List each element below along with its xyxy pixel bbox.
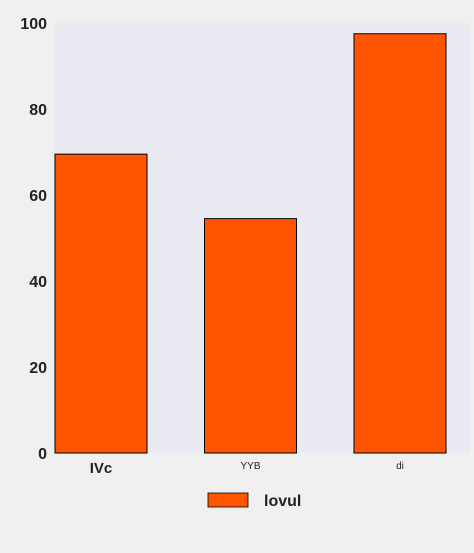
bars: [54, 33, 447, 454]
legend-swatch: [207, 492, 249, 508]
y-tick-label: 100: [20, 16, 47, 33]
y-tick-label: 40: [29, 274, 47, 291]
x-tick-label: YYB: [240, 461, 260, 472]
y-tick-label: 80: [29, 102, 47, 119]
y-axis-ticks: 0 20 40 60 80 100: [20, 16, 47, 463]
legend-label: lovul: [264, 493, 301, 510]
x-axis-ticks: IVc YYB di: [90, 460, 404, 477]
bar-ivc: [54, 153, 148, 454]
legend: lovul: [207, 492, 301, 510]
y-tick-label: 60: [29, 188, 47, 205]
y-tick-label: 0: [38, 446, 47, 463]
y-tick-label: 20: [29, 360, 47, 377]
x-tick-label: di: [396, 461, 404, 472]
bar-yyb: [204, 218, 297, 454]
x-tick-label: IVc: [90, 460, 113, 477]
bar-di: [353, 33, 447, 454]
